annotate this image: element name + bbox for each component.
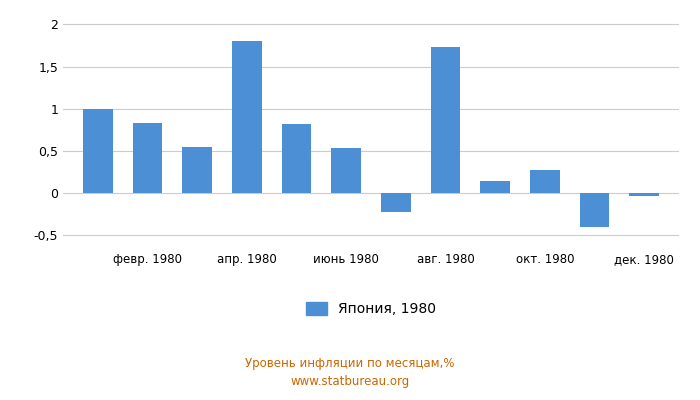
Bar (232, 41, 262, 193)
Bar (480, 181, 510, 193)
Bar (331, 148, 361, 193)
Bar (430, 47, 461, 193)
Bar (530, 170, 560, 193)
Bar (629, 193, 659, 196)
Legend: Япония, 1980: Япония, 1980 (300, 297, 442, 322)
Bar (132, 123, 162, 193)
Text: Уровень инфляции по месяцам,%
www.statbureau.org: Уровень инфляции по месяцам,% www.statbu… (245, 357, 455, 388)
Bar (83, 109, 113, 193)
Bar (580, 193, 610, 227)
Bar (381, 193, 411, 212)
Bar (182, 147, 212, 193)
Bar (281, 124, 312, 193)
